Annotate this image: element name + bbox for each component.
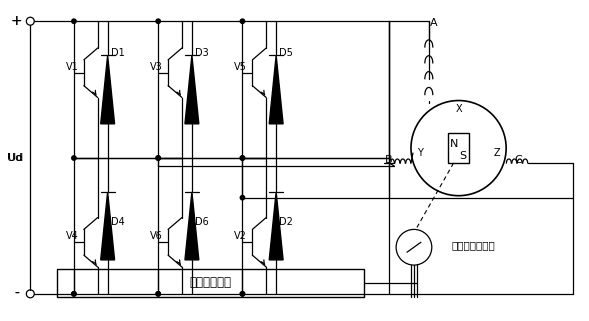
Circle shape [240, 292, 244, 296]
Bar [448, 133, 469, 163]
Text: Z: Z [494, 148, 501, 158]
Text: V2: V2 [234, 231, 247, 241]
Text: S: S [459, 151, 466, 161]
Text: B: B [385, 155, 393, 165]
Circle shape [72, 156, 76, 160]
Circle shape [240, 195, 244, 200]
Text: A: A [430, 18, 438, 28]
Polygon shape [269, 56, 283, 124]
Text: V3: V3 [150, 62, 163, 72]
Polygon shape [269, 192, 283, 260]
Circle shape [240, 156, 244, 160]
Text: C: C [514, 155, 522, 165]
Text: V4: V4 [65, 231, 78, 241]
Text: +: + [11, 14, 22, 28]
Text: Y: Y [417, 148, 423, 158]
Text: D2: D2 [279, 217, 293, 228]
Text: D3: D3 [195, 48, 209, 58]
Text: N: N [449, 139, 458, 149]
Text: V5: V5 [234, 62, 247, 72]
Text: D5: D5 [279, 48, 293, 58]
Polygon shape [185, 56, 199, 124]
Circle shape [240, 19, 244, 23]
Text: D4: D4 [111, 217, 124, 228]
Polygon shape [101, 192, 115, 260]
Circle shape [156, 292, 160, 296]
Text: Ud: Ud [8, 153, 23, 163]
Text: Ud: Ud [7, 153, 22, 163]
Circle shape [240, 156, 244, 160]
Text: V6: V6 [150, 231, 163, 241]
Circle shape [72, 292, 76, 296]
Bar [57, 269, 365, 297]
Circle shape [156, 19, 160, 23]
Text: V1: V1 [65, 62, 78, 72]
Circle shape [72, 19, 76, 23]
Polygon shape [185, 192, 199, 260]
Circle shape [156, 156, 160, 160]
Text: -: - [14, 287, 19, 301]
Polygon shape [101, 56, 115, 124]
Text: +: + [11, 14, 22, 28]
Text: -: - [14, 287, 19, 301]
Circle shape [240, 292, 244, 296]
Text: D6: D6 [195, 217, 209, 228]
Text: X: X [455, 104, 462, 115]
Circle shape [156, 156, 160, 160]
Circle shape [156, 292, 160, 296]
Text: D1: D1 [111, 48, 124, 58]
Text: 霍尔位置传感器: 霍尔位置传感器 [452, 240, 495, 250]
Text: 换相控制电路: 换相控制电路 [190, 276, 231, 290]
Circle shape [72, 292, 76, 296]
